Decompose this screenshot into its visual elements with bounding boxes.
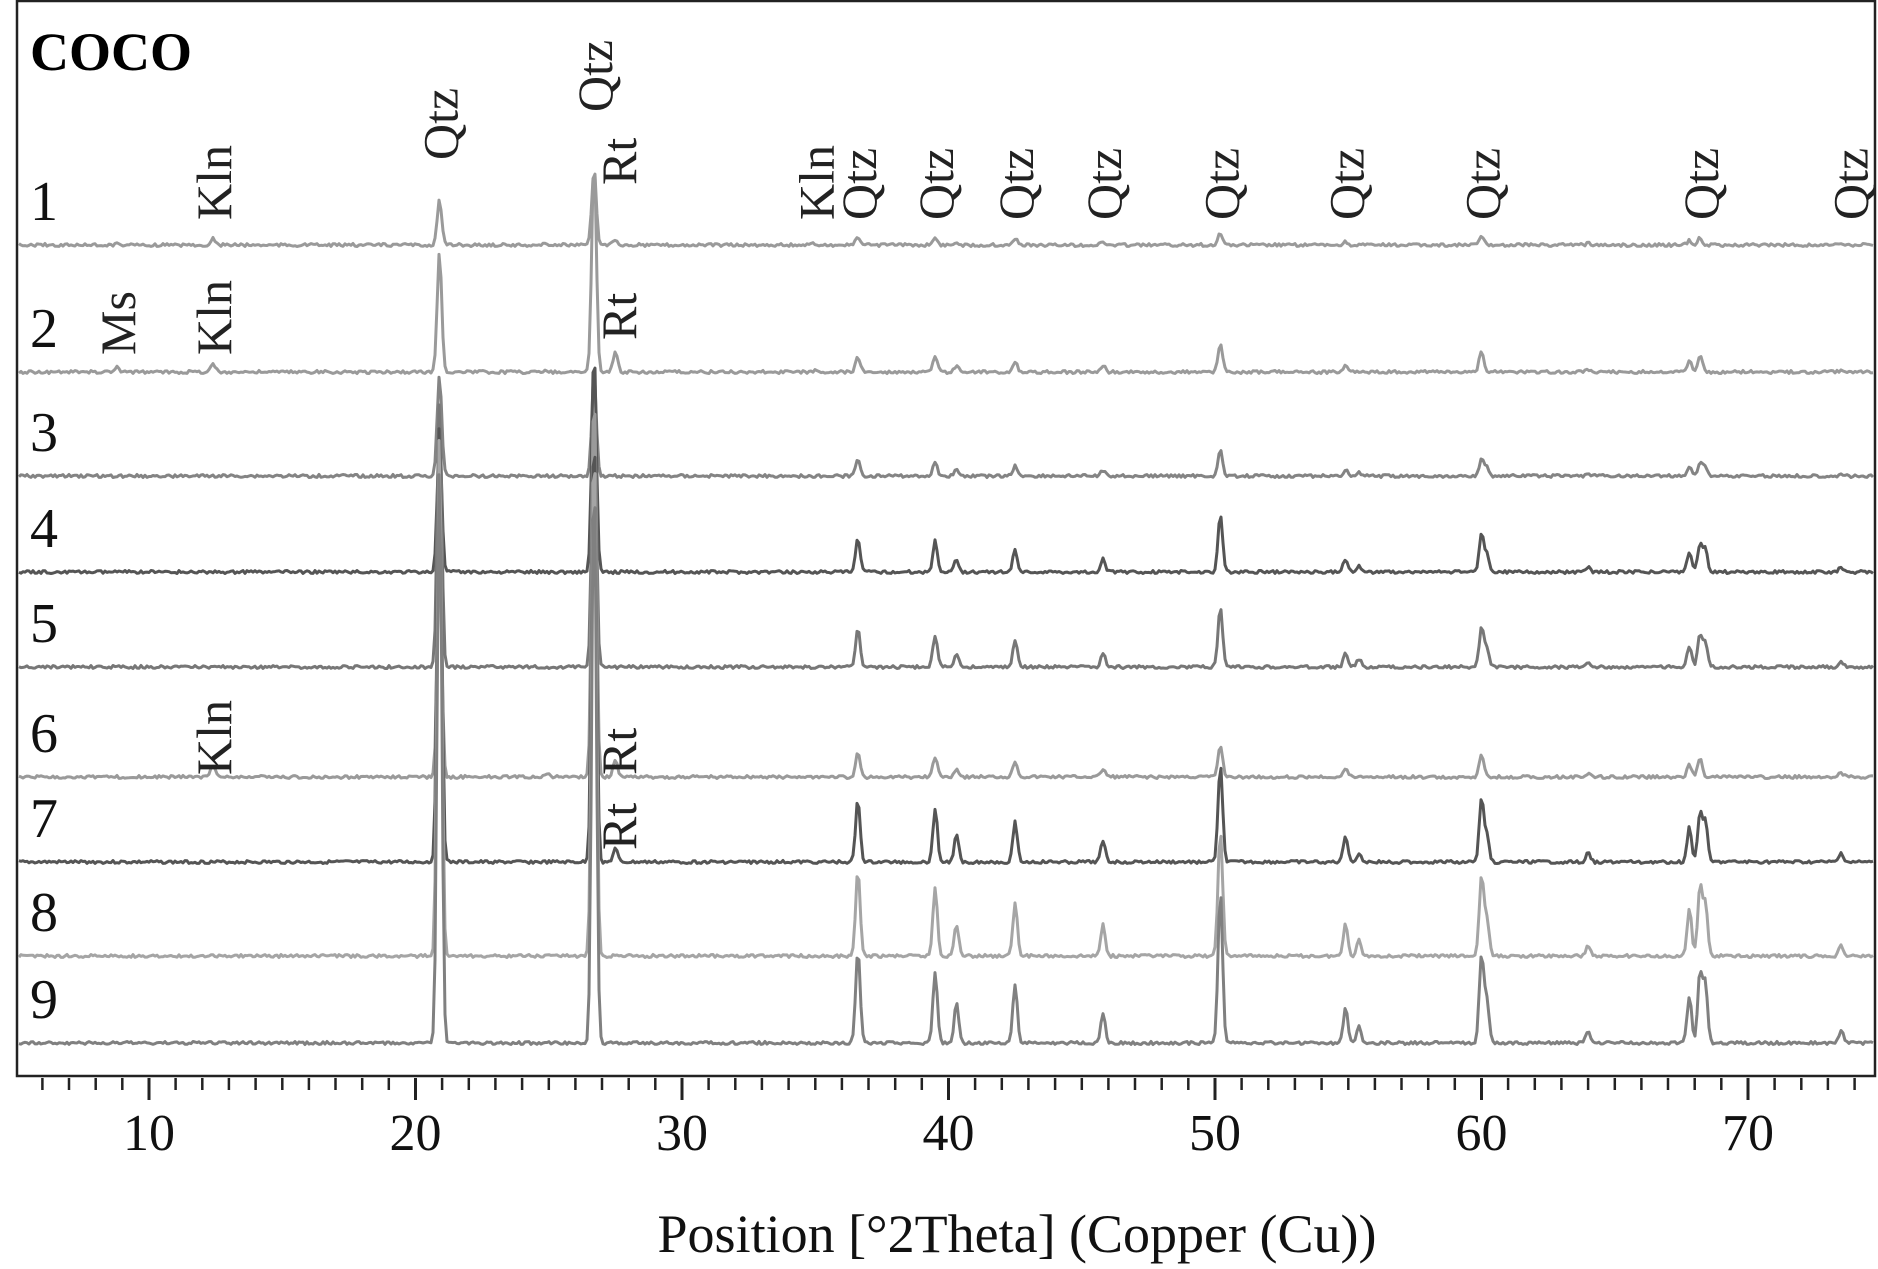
peak-annotation: Qtz [908, 148, 964, 220]
peak-annotation: Kln [788, 145, 844, 220]
x-tick-label: 60 [1456, 1105, 1508, 1162]
peak-annotation: Qtz [988, 148, 1044, 220]
series-label-8: 8 [30, 882, 58, 944]
series-line-8 [17, 439, 1874, 959]
peak-annotation: Qtz [1673, 148, 1729, 220]
peak-annotation: Kln [186, 280, 242, 355]
peak-annotation: Qtz [1822, 148, 1878, 220]
x-tick-label: 20 [390, 1105, 442, 1162]
x-tick-label: 40 [923, 1105, 975, 1162]
series-line-9 [18, 473, 1874, 1046]
x-tick-label: 50 [1189, 1105, 1241, 1162]
peak-annotation: Qtz [831, 148, 887, 220]
peak-annotation: Qtz [567, 40, 623, 112]
x-axis-title: Position [°2Theta] (Copper (Cu)) [658, 1204, 1377, 1264]
series-line-1 [18, 173, 1874, 248]
series-label-1: 1 [30, 171, 58, 233]
plot-frame [15, 0, 1877, 1078]
series-line-2 [18, 172, 1874, 375]
x-axis: 10 20 30 40 50 60 70 [41, 1078, 1856, 1162]
peak-annotation: Rt [591, 293, 647, 340]
series-line-7 [18, 427, 1874, 865]
series-label-4: 4 [30, 498, 58, 560]
series-label-5: 5 [30, 593, 58, 655]
series-label-2: 2 [30, 298, 58, 360]
peak-annotation: Kln [186, 145, 242, 220]
series-label-9: 9 [30, 969, 58, 1031]
sample-labels: 1 2 3 4 5 6 7 8 9 [30, 171, 58, 1031]
series-line-3 [17, 375, 1875, 479]
chart-title: COCO [30, 22, 192, 82]
peak-annotation: Qtz [1076, 148, 1132, 220]
x-tick-label: 30 [656, 1105, 708, 1162]
series-label-3: 3 [30, 402, 58, 464]
series-label-7: 7 [30, 788, 58, 850]
x-tick-label: 10 [123, 1105, 175, 1162]
peak-annotation: Qtz [1193, 148, 1249, 220]
peak-annotation: Rt [591, 138, 647, 185]
series-line-6 [18, 412, 1874, 780]
peak-annotation: Qtz [1455, 148, 1511, 220]
traces [17, 172, 1875, 1046]
x-tick-label: 70 [1722, 1105, 1774, 1162]
peak-annotation: Qtz [1319, 148, 1375, 220]
series-line-4 [18, 366, 1874, 575]
series-line-5 [18, 403, 1875, 670]
series-label-6: 6 [30, 703, 58, 765]
peak-annotation: Rt [591, 803, 647, 850]
peak-annotation: Ms [90, 291, 146, 355]
peak-annotation: Qtz [413, 88, 469, 160]
peak-annotation: Kln [186, 700, 242, 775]
peak-annotation: Rt [591, 728, 647, 775]
